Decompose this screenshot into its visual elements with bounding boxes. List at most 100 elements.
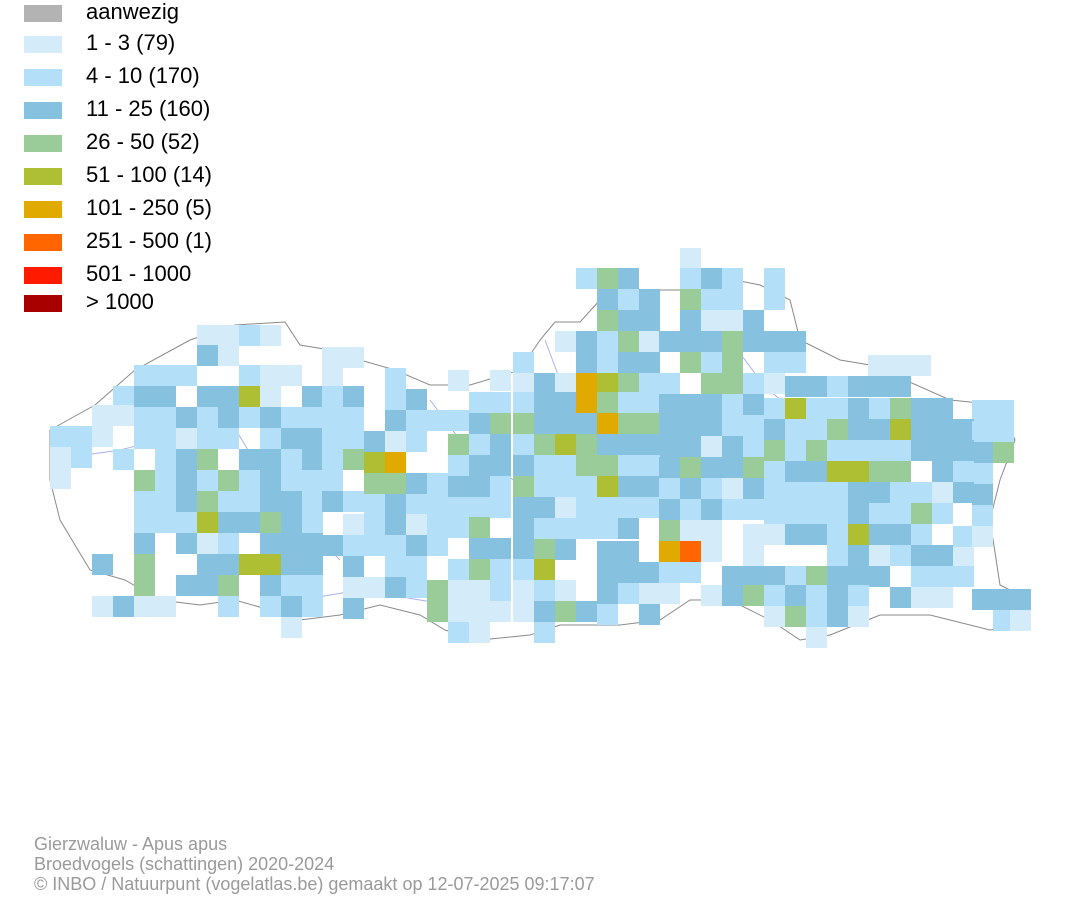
grid-cell	[618, 392, 639, 413]
grid-cell	[639, 434, 660, 455]
grid-cell	[260, 428, 281, 449]
grid-cell	[218, 386, 239, 407]
grid-cell	[764, 503, 785, 524]
grid-cell	[406, 577, 427, 598]
grid-cell	[911, 419, 932, 440]
grid-cell	[513, 434, 534, 455]
grid-cell	[71, 447, 92, 468]
grid-cell	[576, 601, 597, 622]
legend-item: 501 - 1000	[24, 262, 264, 286]
grid-cell	[618, 268, 639, 289]
grid-cell	[260, 470, 281, 491]
grid-cell	[239, 512, 260, 533]
grid-cell	[385, 514, 406, 535]
grid-cell	[197, 512, 218, 533]
grid-cell	[427, 601, 448, 622]
grid-cell	[406, 556, 427, 577]
grid-cell	[701, 268, 722, 289]
grid-cell	[639, 562, 660, 583]
grid-cell	[785, 503, 806, 524]
grid-cell	[302, 386, 323, 407]
grid-cell	[218, 596, 239, 617]
grid-cell	[848, 503, 869, 524]
grid-cell	[534, 622, 555, 643]
grid-cell	[260, 365, 281, 386]
grid-cell	[134, 365, 155, 386]
grid-cell	[71, 426, 92, 447]
grid-cell	[597, 455, 618, 476]
grid-cell	[972, 400, 993, 421]
legend-label: 1 - 3 (79)	[86, 30, 176, 55]
grid-cell	[469, 497, 490, 518]
grid-cell	[701, 541, 722, 562]
grid-cell	[722, 289, 743, 310]
grid-cell	[659, 436, 680, 457]
grid-cell	[869, 524, 890, 545]
grid-cell	[827, 461, 848, 482]
grid-cell	[448, 370, 469, 391]
grid-cell	[993, 400, 1014, 421]
grid-cell	[555, 497, 576, 518]
grid-cell	[534, 476, 555, 497]
grid-cell	[134, 575, 155, 596]
grid-cell	[576, 476, 597, 497]
grid-cell	[827, 440, 848, 461]
grid-cell	[618, 455, 639, 476]
grid-cell	[890, 545, 911, 566]
grid-cell	[427, 580, 448, 601]
grid-cell	[722, 352, 743, 373]
grid-cell	[260, 596, 281, 617]
grid-cell	[302, 428, 323, 449]
legend-item: aanwezig	[24, 0, 264, 24]
grid-cell	[555, 413, 576, 434]
grid-cell	[1010, 610, 1031, 631]
legend-item: 4 - 10 (170)	[24, 64, 264, 88]
grid-cell	[743, 478, 764, 499]
grid-cell	[827, 419, 848, 440]
grid-cell	[911, 524, 932, 545]
grid-cell	[680, 436, 701, 457]
grid-cell	[848, 606, 869, 627]
grid-cell	[555, 601, 576, 622]
grid-cell	[680, 562, 701, 583]
grid-cell	[155, 365, 176, 386]
grid-cell	[322, 347, 343, 368]
grid-cell	[302, 596, 323, 617]
legend-swatch	[24, 201, 62, 218]
grid-cell	[890, 376, 911, 397]
grid-cell	[50, 447, 71, 468]
grid-cell	[659, 541, 680, 562]
grid-cell	[576, 268, 597, 289]
grid-cell	[134, 386, 155, 407]
grid-cell	[555, 392, 576, 413]
grid-cell	[469, 455, 490, 476]
grid-cell	[490, 370, 511, 391]
grid-cell	[534, 434, 555, 455]
legend-swatch	[24, 295, 62, 312]
legend-label: 11 - 25 (160)	[86, 96, 211, 121]
grid-cell	[827, 606, 848, 627]
grid-cell	[513, 413, 534, 434]
grid-cell	[343, 535, 364, 556]
grid-cell	[218, 407, 239, 428]
grid-cell	[764, 419, 785, 440]
grid-cell	[597, 413, 618, 434]
grid-cell	[785, 440, 806, 461]
grid-cell	[764, 440, 785, 461]
grid-cell	[218, 428, 239, 449]
grid-cell	[743, 457, 764, 478]
grid-cell	[555, 434, 576, 455]
grid-cell	[197, 325, 218, 346]
grid-cell	[385, 494, 406, 515]
grid-cell	[932, 545, 953, 566]
grid-cell	[597, 541, 618, 562]
grid-cell	[364, 494, 385, 515]
grid-cell	[701, 415, 722, 436]
grid-cell	[385, 535, 406, 556]
grid-cell	[764, 373, 785, 394]
grid-cell	[827, 524, 848, 545]
grid-cell	[239, 407, 260, 428]
grid-cell	[680, 310, 701, 331]
grid-cell	[555, 476, 576, 497]
grid-cell	[618, 541, 639, 562]
